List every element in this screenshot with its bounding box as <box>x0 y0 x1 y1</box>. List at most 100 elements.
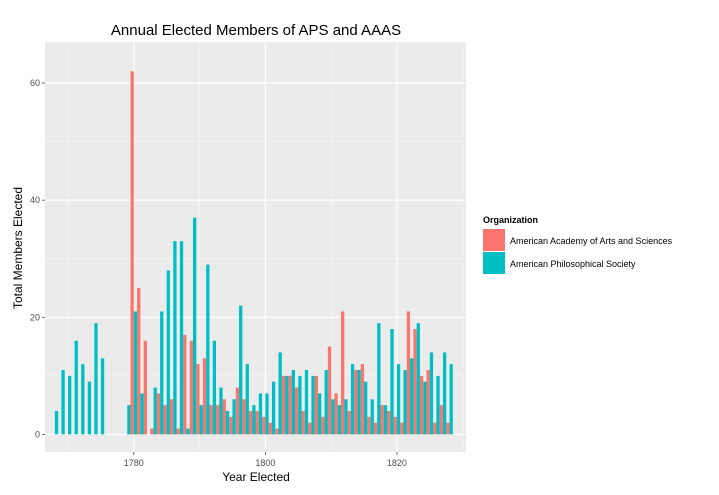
bar-aaas <box>281 375 286 435</box>
bar-aaas <box>334 393 338 435</box>
bar-aps <box>390 329 394 435</box>
x-tick-label: 1800 <box>255 458 275 468</box>
bar-aps <box>324 370 328 435</box>
bar-aps <box>311 375 315 435</box>
bar-aps <box>179 241 184 435</box>
bar-aps <box>173 241 177 435</box>
bar-aps <box>219 387 223 435</box>
bar-aaas <box>169 399 174 435</box>
bar-aaas <box>268 422 272 435</box>
bar-aps <box>160 311 164 435</box>
x-axis-title: Year Elected <box>222 470 290 484</box>
bar-aps <box>285 375 289 435</box>
bar-aaas <box>301 411 305 435</box>
bar-aps <box>344 399 348 435</box>
bar-aaas <box>406 311 411 435</box>
bar-aps <box>61 370 65 435</box>
bar-aaas <box>222 399 226 435</box>
bar-aps <box>278 352 282 435</box>
bar-aaas <box>275 428 279 435</box>
legend: Organization American Academy of Arts an… <box>483 215 673 274</box>
bar-aps <box>403 370 407 435</box>
bar-aps <box>153 387 157 435</box>
bar-aps <box>258 393 263 435</box>
bar-aps <box>423 381 427 435</box>
x-tick-label: 1780 <box>124 458 144 468</box>
legend-title: Organization <box>483 215 538 225</box>
bar-aaas <box>189 340 194 435</box>
bar-aps <box>74 340 78 435</box>
bar-aaas <box>413 329 417 435</box>
bar-aps <box>140 393 144 435</box>
chart-title: Annual Elected Members of APS and AAAS <box>111 22 401 39</box>
bar-aaas <box>294 387 299 435</box>
bar-aaas <box>426 370 430 435</box>
y-axis-title: Total Members Elected <box>11 187 25 309</box>
bar-aps <box>252 405 256 435</box>
bar-aps <box>383 405 388 435</box>
bar-aps <box>206 264 210 435</box>
bar-aps <box>396 364 401 435</box>
bar-aps <box>350 364 355 435</box>
x-axis: 1780 1800 1820 <box>124 452 407 468</box>
plot-panel <box>45 42 466 452</box>
y-tick-label: 60 <box>30 78 40 88</box>
legend-label-aps: American Philosophical Society <box>510 259 636 269</box>
bar-aaas <box>255 411 259 435</box>
legend-swatch-aps <box>483 252 505 274</box>
bar-aaas <box>163 405 167 435</box>
bar-aaas <box>439 405 443 435</box>
bar-aaas <box>373 422 378 435</box>
bar-aps <box>245 364 249 435</box>
bar-aps <box>271 381 276 435</box>
bar-aaas <box>314 375 318 435</box>
y-axis: 0 20 40 60 <box>30 78 45 439</box>
bar-aps <box>68 375 72 435</box>
bar-aaas <box>183 334 187 435</box>
bar-aps <box>449 364 453 435</box>
bar-aaas <box>216 405 220 435</box>
bar-aaas <box>387 411 391 435</box>
bar-aps <box>357 370 361 435</box>
legend-swatch-aaas <box>483 229 505 251</box>
bar-aaas <box>360 364 365 435</box>
bar-aps <box>364 381 368 435</box>
x-tick-label: 1820 <box>387 458 407 468</box>
bar-aps <box>232 399 236 435</box>
legend-label-aaas: American Academy of Arts and Sciences <box>510 236 673 246</box>
bar-aps <box>331 399 335 435</box>
bar-aps <box>337 405 342 435</box>
bar-aps <box>317 393 322 435</box>
bar-aps <box>54 411 59 435</box>
bar-aps <box>442 352 447 435</box>
bar-aaas <box>321 416 325 435</box>
bar-aaas <box>176 428 180 435</box>
bar-aaas <box>367 416 371 435</box>
bar-aps <box>265 393 269 435</box>
bar-aaas <box>393 416 397 435</box>
bar-aaas <box>235 387 240 435</box>
bar-aaas <box>327 346 332 435</box>
bar-aaas <box>196 364 200 435</box>
y-tick-label: 40 <box>30 195 40 205</box>
bar-aaas <box>156 393 161 435</box>
bar-aaas <box>242 399 246 435</box>
bar-aaas <box>341 311 345 435</box>
bar-aps <box>429 352 434 435</box>
bar-aps <box>100 358 105 435</box>
bar-aaas <box>433 422 437 435</box>
bar-aaas <box>446 422 450 435</box>
bar-aaas <box>209 405 213 435</box>
bar-aps <box>225 411 230 435</box>
bar-aaas <box>354 370 358 435</box>
bar-aps <box>291 370 295 435</box>
bar-aps <box>298 375 302 435</box>
bar-aaas <box>137 288 141 435</box>
bar-aps <box>416 323 420 435</box>
bar-aaas <box>419 375 424 435</box>
bar-aps <box>81 364 85 435</box>
bar-aps <box>370 399 374 435</box>
bar-aps <box>193 217 197 435</box>
